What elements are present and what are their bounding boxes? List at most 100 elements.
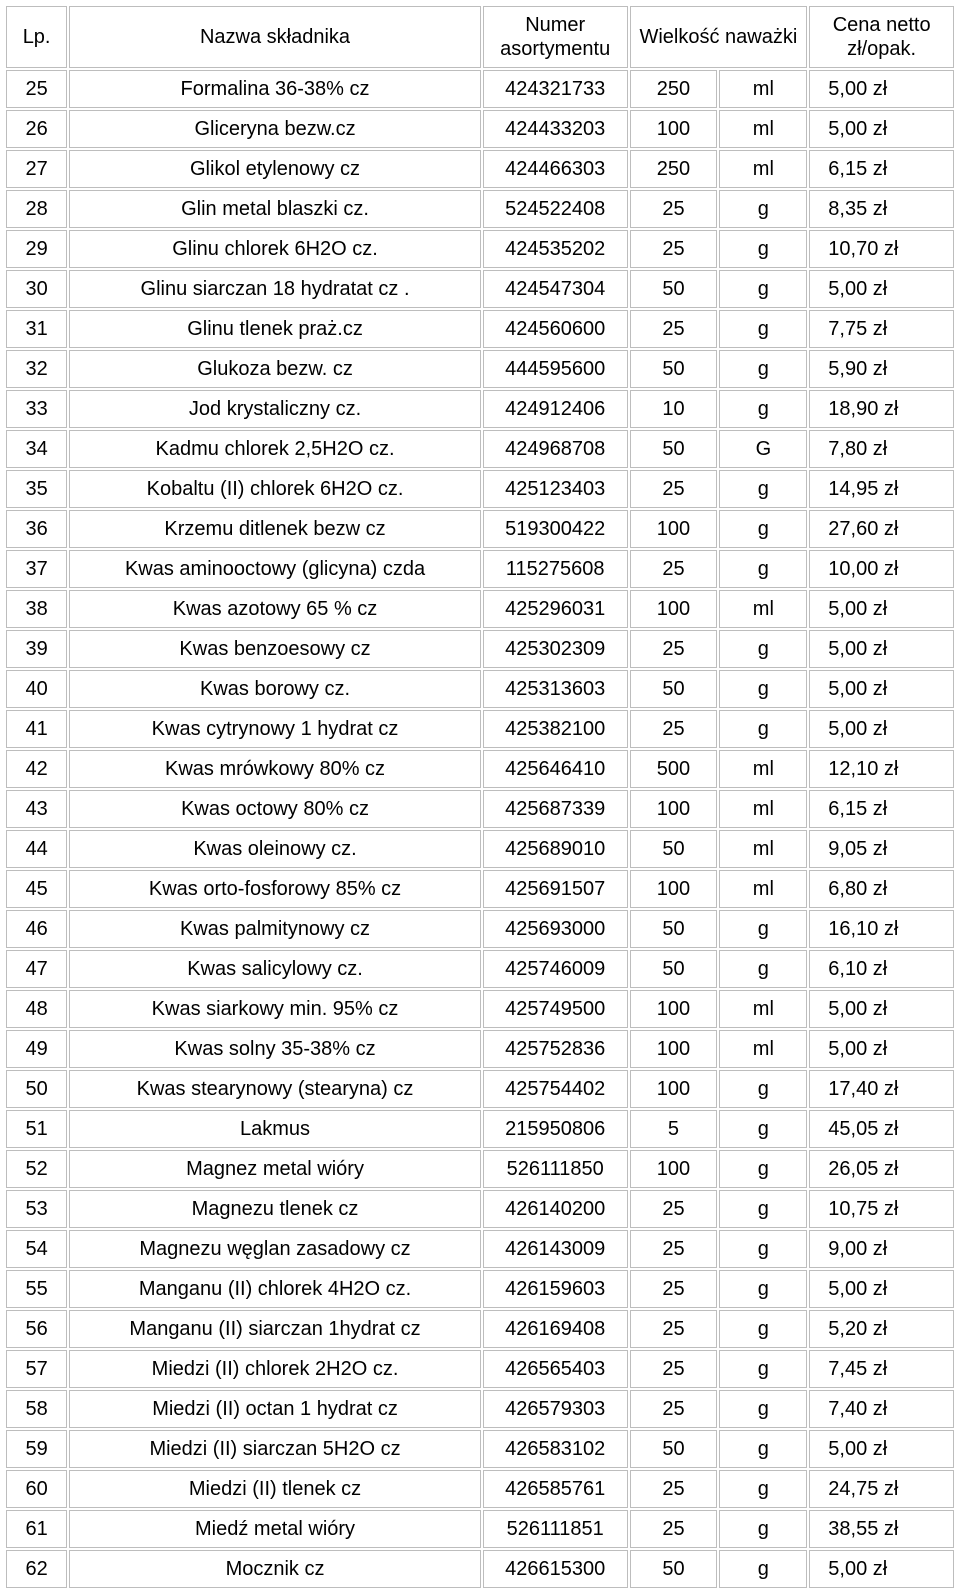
cell-size: 50 — [630, 910, 718, 948]
cell-size: 25 — [630, 550, 718, 588]
cell-number: 424466303 — [483, 150, 628, 188]
cell-size: 100 — [630, 1150, 718, 1188]
cell-price: 7,80 zł — [809, 430, 954, 468]
cell-unit: ml — [719, 150, 807, 188]
cell-number: 526111850 — [483, 1150, 628, 1188]
cell-unit: ml — [719, 830, 807, 868]
cell-name: Miedzi (II) siarczan 5H2O cz — [69, 1430, 481, 1468]
cell-size: 500 — [630, 750, 718, 788]
cell-unit: ml — [719, 790, 807, 828]
cell-size: 25 — [630, 1390, 718, 1428]
cell-lp: 44 — [6, 830, 67, 868]
ingredients-table: Lp. Nazwa składnika Numer asortymentu Wi… — [4, 4, 956, 1590]
cell-lp: 33 — [6, 390, 67, 428]
cell-lp: 60 — [6, 1470, 67, 1508]
cell-price: 45,05 zł — [809, 1110, 954, 1148]
table-row: 43Kwas octowy 80% cz425687339100ml6,15 z… — [6, 790, 954, 828]
cell-price: 8,35 zł — [809, 190, 954, 228]
cell-name: Glikol etylenowy cz — [69, 150, 481, 188]
cell-size: 100 — [630, 990, 718, 1028]
cell-name: Kwas palmitynowy cz — [69, 910, 481, 948]
cell-lp: 41 — [6, 710, 67, 748]
table-row: 26Gliceryna bezw.cz424433203100ml5,00 zł — [6, 110, 954, 148]
table-row: 31Glinu tlenek praż.cz42456060025g7,75 z… — [6, 310, 954, 348]
cell-size: 100 — [630, 510, 718, 548]
cell-price: 17,40 zł — [809, 1070, 954, 1108]
table-row: 54Magnezu węglan zasadowy cz42614300925g… — [6, 1230, 954, 1268]
header-price: Cena netto zł/opak. — [809, 6, 954, 68]
cell-price: 5,00 zł — [809, 110, 954, 148]
cell-lp: 37 — [6, 550, 67, 588]
table-row: 59Miedzi (II) siarczan 5H2O cz4265831025… — [6, 1430, 954, 1468]
cell-number: 425687339 — [483, 790, 628, 828]
cell-price: 5,00 zł — [809, 270, 954, 308]
cell-size: 50 — [630, 950, 718, 988]
cell-number: 425752836 — [483, 1030, 628, 1068]
cell-lp: 26 — [6, 110, 67, 148]
cell-price: 27,60 zł — [809, 510, 954, 548]
cell-price: 5,90 zł — [809, 350, 954, 388]
table-row: 55Manganu (II) chlorek 4H2O cz.426159603… — [6, 1270, 954, 1308]
table-row: 40Kwas borowy cz.42531360350g5,00 zł — [6, 670, 954, 708]
cell-price: 10,00 zł — [809, 550, 954, 588]
cell-number: 215950806 — [483, 1110, 628, 1148]
cell-price: 6,10 zł — [809, 950, 954, 988]
cell-lp: 50 — [6, 1070, 67, 1108]
cell-name: Miedzi (II) chlorek 2H2O cz. — [69, 1350, 481, 1388]
table-row: 53Magnezu tlenek cz42614020025g10,75 zł — [6, 1190, 954, 1228]
cell-number: 524522408 — [483, 190, 628, 228]
cell-price: 6,15 zł — [809, 790, 954, 828]
cell-price: 14,95 zł — [809, 470, 954, 508]
cell-unit: ml — [719, 750, 807, 788]
cell-lp: 29 — [6, 230, 67, 268]
table-row: 46Kwas palmitynowy cz42569300050g16,10 z… — [6, 910, 954, 948]
table-row: 34Kadmu chlorek 2,5H2O cz.42496870850G7,… — [6, 430, 954, 468]
cell-lp: 31 — [6, 310, 67, 348]
cell-name: Formalina 36-38% cz — [69, 70, 481, 108]
cell-number: 424321733 — [483, 70, 628, 108]
cell-price: 5,20 zł — [809, 1310, 954, 1348]
cell-size: 50 — [630, 830, 718, 868]
cell-lp: 36 — [6, 510, 67, 548]
cell-name: Gliceryna bezw.cz — [69, 110, 481, 148]
cell-price: 6,80 zł — [809, 870, 954, 908]
table-row: 47Kwas salicylowy cz.42574600950g6,10 zł — [6, 950, 954, 988]
cell-size: 25 — [630, 1270, 718, 1308]
cell-lp: 35 — [6, 470, 67, 508]
cell-unit: g — [719, 910, 807, 948]
cell-name: Kwas octowy 80% cz — [69, 790, 481, 828]
cell-size: 25 — [630, 310, 718, 348]
cell-number: 425746009 — [483, 950, 628, 988]
cell-number: 426583102 — [483, 1430, 628, 1468]
table-row: 48Kwas siarkowy min. 95% cz425749500100m… — [6, 990, 954, 1028]
cell-number: 425646410 — [483, 750, 628, 788]
cell-number: 426579303 — [483, 1390, 628, 1428]
cell-unit: g — [719, 1310, 807, 1348]
cell-name: Kadmu chlorek 2,5H2O cz. — [69, 430, 481, 468]
header-number: Numer asortymentu — [483, 6, 628, 68]
cell-lp: 39 — [6, 630, 67, 668]
cell-lp: 52 — [6, 1150, 67, 1188]
cell-name: Miedź metal wióry — [69, 1510, 481, 1548]
table-row: 32Glukoza bezw. cz44459560050g5,90 zł — [6, 350, 954, 388]
cell-lp: 61 — [6, 1510, 67, 1548]
cell-name: Manganu (II) siarczan 1hydrat cz — [69, 1310, 481, 1348]
cell-name: Kwas borowy cz. — [69, 670, 481, 708]
cell-lp: 48 — [6, 990, 67, 1028]
cell-size: 25 — [630, 190, 718, 228]
cell-number: 425313603 — [483, 670, 628, 708]
cell-price: 10,70 zł — [809, 230, 954, 268]
header-lp: Lp. — [6, 6, 67, 68]
cell-name: Glinu siarczan 18 hydratat cz . — [69, 270, 481, 308]
table-row: 38Kwas azotowy 65 % cz425296031100ml5,00… — [6, 590, 954, 628]
cell-lp: 49 — [6, 1030, 67, 1068]
cell-unit: g — [719, 190, 807, 228]
cell-price: 16,10 zł — [809, 910, 954, 948]
cell-price: 18,90 zł — [809, 390, 954, 428]
cell-name: Lakmus — [69, 1110, 481, 1148]
cell-size: 100 — [630, 870, 718, 908]
cell-lp: 47 — [6, 950, 67, 988]
cell-price: 5,00 zł — [809, 670, 954, 708]
cell-unit: g — [719, 710, 807, 748]
cell-name: Manganu (II) chlorek 4H2O cz. — [69, 1270, 481, 1308]
